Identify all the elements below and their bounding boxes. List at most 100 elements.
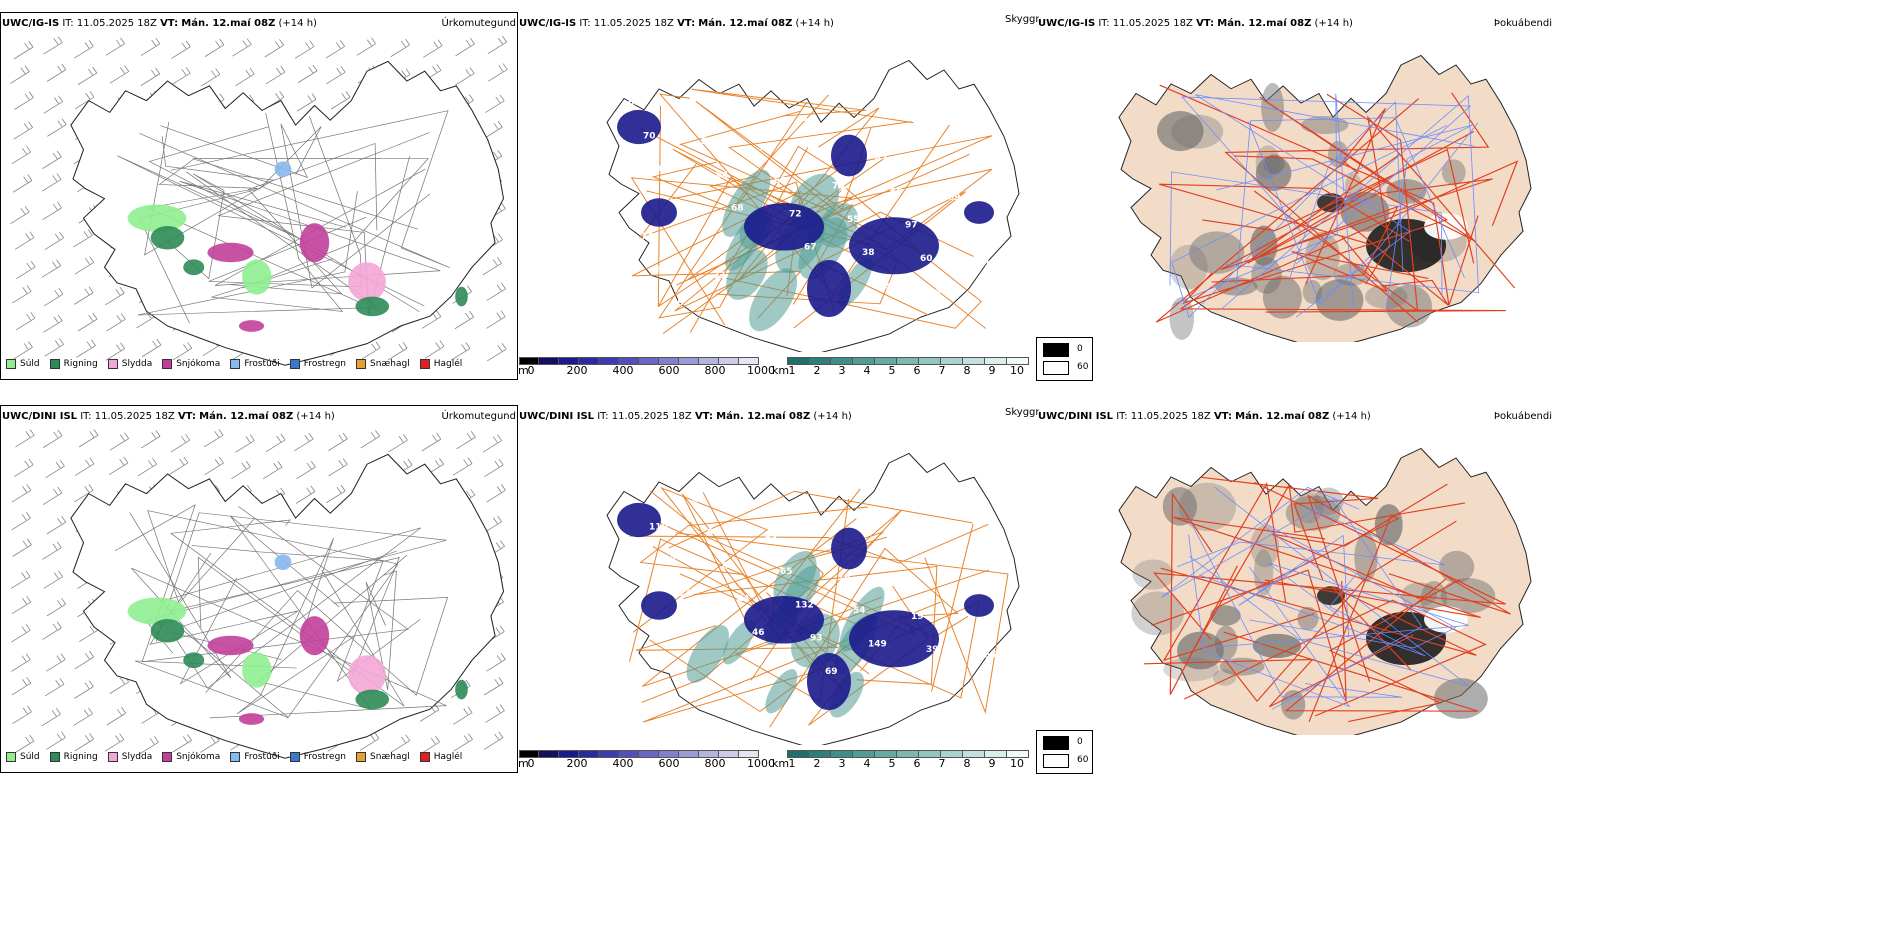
precip-area xyxy=(183,652,205,669)
cloudbase-value: 69 xyxy=(825,667,838,677)
wind-barb xyxy=(171,67,191,86)
valid-time: Mán. 12.maí 08Z xyxy=(199,411,294,422)
visibility-color-step xyxy=(787,750,809,758)
cloudbase-value: 87 xyxy=(634,489,647,499)
wind-barb xyxy=(41,173,62,192)
visibility-unit: km xyxy=(772,757,790,770)
wind-barb xyxy=(104,733,125,752)
wind-barb xyxy=(12,285,32,304)
wind-barb xyxy=(450,342,471,361)
precip-legend-label: Snjókoma xyxy=(176,359,221,369)
wind-barb xyxy=(140,430,161,449)
wind-barb xyxy=(105,342,126,361)
wind-barb xyxy=(106,313,126,332)
road-line xyxy=(139,126,322,324)
wind-barb xyxy=(73,484,94,503)
wind-barb xyxy=(44,678,65,697)
vt-label: VT: xyxy=(694,411,713,422)
map-group: 74 46 69 60 62 53 64 93 96 85 110 81 132 149 64 87 60 65 5… xyxy=(606,452,1020,745)
river-line xyxy=(1189,486,1469,687)
river-line xyxy=(1203,562,1469,649)
cloudbase-value: 31 xyxy=(787,310,800,320)
cloudbase-value: 70 xyxy=(643,132,656,142)
panel-title-precip: Úrkomutegund xyxy=(441,18,516,29)
road-line xyxy=(139,110,450,269)
road-line xyxy=(179,168,441,286)
cloudbase-value: 67 xyxy=(804,243,817,253)
wind-barb xyxy=(16,260,36,280)
river-line xyxy=(1195,94,1475,318)
cloudbase-value: 55 xyxy=(984,651,997,661)
visibility-tick: 10 xyxy=(1010,757,1024,770)
road-line xyxy=(1253,93,1419,312)
cloudbase-tick: 800 xyxy=(704,364,726,377)
panel-header: UWC/DINI ISL IT: 11.05.2025 18Z VT: Mán.… xyxy=(519,411,852,423)
iceland-coast xyxy=(70,60,505,366)
wind-barb xyxy=(74,90,95,110)
fog-shade xyxy=(1365,284,1408,309)
cloudbase-value: 67 xyxy=(729,304,742,314)
cloudbase-value: 85 xyxy=(956,712,969,722)
cloudbase-value: 64 xyxy=(941,678,954,688)
wind-barb xyxy=(11,653,31,672)
cloudbase-area xyxy=(744,596,824,644)
precip-area xyxy=(150,226,185,250)
precip-legend-label: Frostregn xyxy=(303,359,347,369)
wind-barb xyxy=(361,341,381,360)
precip-legend: Súld Rigning Slydda Snjókoma Frostúði Frostre… xyxy=(6,359,462,369)
panel-title-fog: Þokuábendi xyxy=(1493,18,1552,29)
wind-barb xyxy=(484,677,504,696)
road-line xyxy=(231,142,378,295)
road-line xyxy=(1328,579,1461,723)
visibility-tick: 5 xyxy=(888,757,896,770)
wind-barb xyxy=(262,460,283,480)
precip-area xyxy=(150,619,185,643)
fog-index-panel: UWC/IG-IS IT: 11.05.2025 18Z VT: Mán. 12… xyxy=(1036,12,1556,342)
lead-time: (+14 h) xyxy=(1314,18,1353,29)
map-group xyxy=(1118,447,1532,735)
fog-shade xyxy=(1261,83,1284,132)
fog-shade xyxy=(1255,145,1280,180)
wind-barb xyxy=(482,434,503,453)
precip-area xyxy=(455,679,468,700)
wind-barb xyxy=(46,63,67,82)
wind-barb xyxy=(74,733,94,752)
road-line xyxy=(217,132,430,316)
wind-barb xyxy=(106,707,127,726)
cloudbase-value: 60 xyxy=(920,254,933,264)
cloudbase-area xyxy=(964,201,994,224)
precip-swatch xyxy=(230,359,241,369)
precip-legend-item: Rigning xyxy=(49,752,98,762)
visibility-tick: 7 xyxy=(938,364,946,377)
precip-type-panel: UWC/IG-IS IT: 11.05.2025 18Z VT: Mán. 12… xyxy=(0,12,520,382)
cloudbase-value: 64 xyxy=(737,595,750,605)
cloudbase-value: 11 xyxy=(714,271,727,281)
visibility-color-step xyxy=(831,750,853,758)
precip-legend-label: Haglél xyxy=(433,752,463,762)
visibility-color-step xyxy=(941,750,963,758)
visibility-color-step xyxy=(853,750,875,758)
iceland-precip-map xyxy=(10,429,506,759)
wind-barb xyxy=(455,37,475,57)
fog-shade xyxy=(1250,525,1280,568)
visibility-color-step xyxy=(919,357,941,365)
wind-barb xyxy=(42,201,62,220)
wind-barb xyxy=(486,653,506,672)
cloudbase-color-step xyxy=(639,750,659,758)
precip-area xyxy=(355,689,390,710)
precip-legend-label: Frostúði xyxy=(244,359,280,369)
river-line xyxy=(1249,522,1457,649)
visibility-area xyxy=(722,169,771,237)
road-line xyxy=(1188,483,1466,658)
wind-barb xyxy=(10,570,31,589)
wind-barb xyxy=(297,64,318,83)
river-line xyxy=(1220,94,1480,311)
wind-barb xyxy=(296,93,317,112)
precip-swatch xyxy=(107,752,118,762)
panel-title-fog: Þokuábendi xyxy=(1493,411,1552,422)
precip-swatch xyxy=(356,359,367,369)
iceland-fog-map xyxy=(1118,54,1532,342)
cloudbase-value: 65 xyxy=(890,188,903,198)
wind-barb xyxy=(43,570,63,589)
wind-barb xyxy=(46,516,67,535)
